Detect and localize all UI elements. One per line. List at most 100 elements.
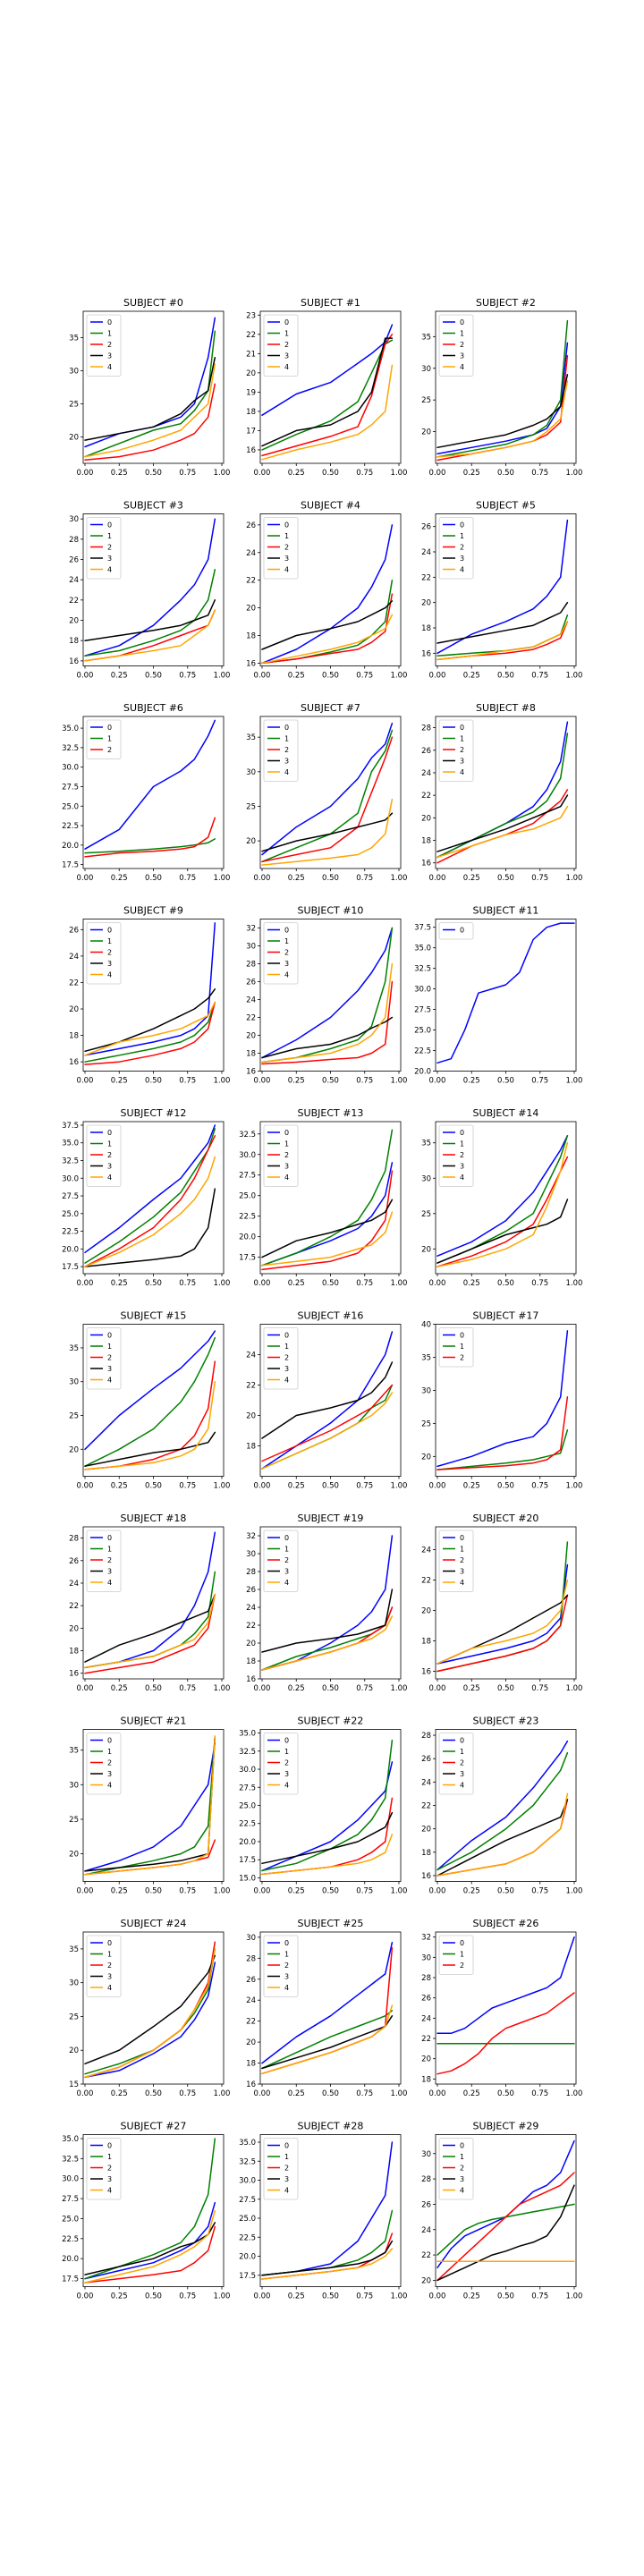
y-tick-label: 20: [69, 1851, 79, 1860]
y-tick-label: 35.0: [62, 724, 79, 733]
y-tick-label: 18: [246, 1657, 256, 1666]
y-tick-label: 16: [421, 1668, 431, 1677]
legend-box: [86, 1733, 122, 1795]
subject-panel: SUBJECT #260.00 0.25 0.50 0.75 1.00182022242…: [421, 1918, 582, 2098]
y-tick-label: 30.0: [239, 1151, 256, 1160]
x-tick-label: 0.25: [463, 1684, 480, 1693]
y-tick-label: 20: [69, 617, 79, 626]
y-tick-label: 35: [421, 1140, 431, 1148]
x-tick-label: 0.50: [322, 1887, 339, 1896]
y-tick-label: 25.0: [239, 1192, 256, 1201]
x-tick-label: 0.75: [356, 1684, 373, 1693]
legend-label: 2: [107, 1556, 112, 1564]
x-tick-label: 0.00: [429, 2089, 446, 2098]
legend-label: 1: [284, 735, 289, 743]
series-line-3: [84, 1954, 216, 2065]
subject-panel: SUBJECT #50.00 0.25 0.50 0.75 1.001618202224…: [421, 500, 582, 681]
panel-title: SUBJECT #15: [121, 1310, 187, 1322]
x-tick-label: 0.00: [77, 1077, 94, 1086]
x-tick-label: 0.75: [356, 2292, 373, 2301]
legend: 0 1 2 3 4: [263, 922, 299, 985]
y-tick-label: 35: [69, 335, 79, 343]
legend-label: 4: [107, 1782, 112, 1790]
series-line-4: [84, 1156, 216, 1267]
y-tick-label: 24: [246, 1352, 256, 1360]
x-tick-label: 0.25: [288, 2089, 305, 2098]
x-tick-label: 1.00: [214, 672, 231, 681]
y-tick-label: 28: [421, 1732, 431, 1741]
y-tick-label: 22.5: [239, 1820, 256, 1829]
x-tick-label: 1.00: [391, 874, 408, 883]
x-tick-label: 0.25: [463, 672, 480, 681]
series-line-4: [261, 962, 394, 1063]
x-tick-label: 0.50: [145, 1077, 162, 1086]
legend-label: 4: [107, 1174, 112, 1182]
series-line-4: [436, 380, 569, 458]
legend: 0 1 2 3 4: [86, 2138, 122, 2200]
subject-panel: SUBJECT #190.00 0.25 0.50 0.75 1.00161820222…: [246, 1513, 407, 1693]
y-tick-label: 24: [246, 1604, 256, 1613]
series-line-0: [84, 2201, 216, 2280]
y-tick-label: 28: [246, 961, 256, 970]
series-line-1: [261, 1129, 394, 1267]
y-tick-label: 24: [421, 1546, 431, 1555]
panel-title: SUBJECT #11: [473, 905, 539, 917]
x-tick-label: 0.00: [254, 469, 271, 478]
legend-label: 0: [460, 1129, 464, 1137]
legend-label: 1: [460, 1546, 464, 1554]
legend-label: 2: [460, 544, 464, 552]
series-line-4: [261, 364, 394, 461]
x-tick-label: 0.25: [463, 1887, 480, 1896]
y-tick-label: 30: [246, 768, 256, 777]
legend-label: 4: [460, 566, 464, 574]
y-tick-label: 27.5: [62, 2195, 79, 2204]
x-tick-label: 0.00: [77, 469, 94, 478]
legend-box: [86, 314, 122, 377]
subject-panel: SUBJECT #80.00 0.25 0.50 0.75 1.001618202224…: [421, 702, 582, 883]
legend-label: 0: [107, 1737, 112, 1745]
series-line-3: [436, 794, 569, 852]
subject-panel: SUBJECT #100.00 0.25 0.50 0.75 1.00161820222…: [246, 905, 407, 1086]
y-tick-label: 27.5: [62, 1192, 79, 1201]
y-tick-label: 30.0: [239, 2177, 256, 2186]
legend-label: 1: [460, 532, 464, 540]
y-tick-label: 35.0: [239, 2139, 256, 2148]
legend-label: 4: [460, 1174, 464, 1182]
legend-label: 2: [460, 746, 464, 754]
x-tick-label: 1.00: [391, 672, 408, 681]
y-tick-label: 26: [421, 747, 431, 756]
y-tick-label: 20.0: [239, 1838, 256, 1847]
y-tick-label: 25: [69, 1816, 79, 1825]
legend-label: 4: [107, 2187, 112, 2195]
y-tick-label: 28: [69, 1535, 79, 1544]
legend-label: 2: [284, 2165, 289, 2173]
panel-title: SUBJECT #4: [301, 500, 360, 512]
x-tick-label: 1.00: [391, 2292, 408, 2301]
legend-label: 1: [107, 1748, 112, 1756]
legend-label: 2: [107, 544, 112, 552]
y-tick-label: 28: [246, 1568, 256, 1577]
series-line-3: [261, 1199, 394, 1258]
series-line-3: [436, 601, 569, 644]
legend: 0 1 2 3 4: [86, 1124, 122, 1187]
legend-label: 3: [107, 960, 112, 968]
legend-label: 1: [284, 1748, 289, 1756]
legend-label: 1: [460, 1140, 464, 1148]
y-tick-label: 35.0: [62, 1140, 79, 1148]
y-tick-label: 22.5: [239, 1213, 256, 1222]
series-line-4: [436, 1141, 569, 1267]
x-tick-label: 1.00: [566, 1684, 583, 1693]
x-tick-label: 0.00: [254, 1077, 271, 1086]
series-line-3: [261, 1361, 394, 1439]
series-line-3: [261, 2240, 394, 2276]
legend: 0 1 2 3 4: [263, 1935, 299, 1997]
y-tick-label: 20: [421, 1453, 431, 1462]
x-tick-label: 0.00: [77, 874, 94, 883]
x-tick-label: 0.50: [322, 1279, 339, 1288]
legend-label: 2: [284, 949, 289, 957]
legend-label: 2: [284, 1556, 289, 1564]
x-tick-label: 0.50: [145, 469, 162, 478]
x-tick-label: 0.25: [463, 1482, 480, 1491]
x-tick-label: 0.00: [254, 1279, 271, 1288]
y-tick-label: 22: [69, 979, 79, 987]
